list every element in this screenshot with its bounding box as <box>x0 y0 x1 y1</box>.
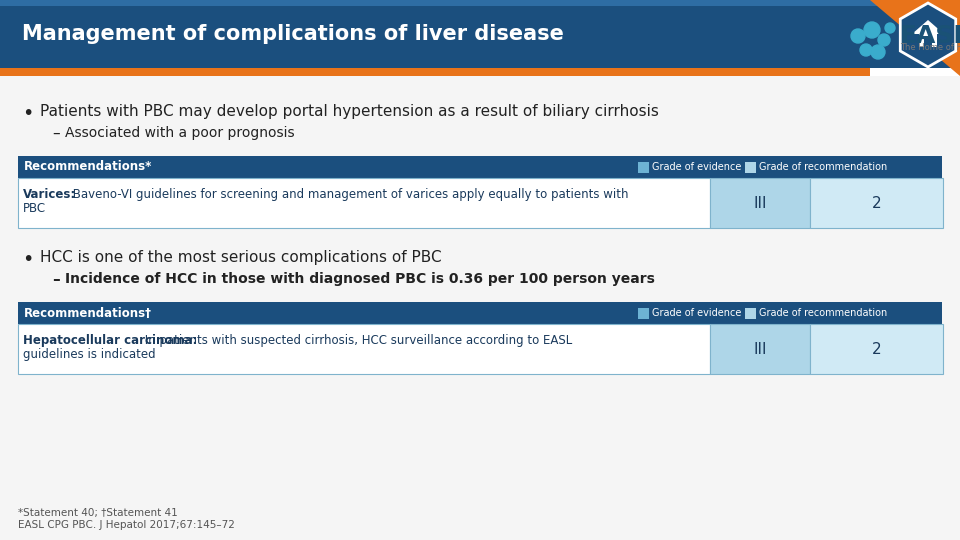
Text: The Home of Hepatology: The Home of Hepatology <box>900 44 960 52</box>
FancyBboxPatch shape <box>810 178 943 228</box>
Text: *Statement 40; †Statement 41: *Statement 40; †Statement 41 <box>18 508 178 518</box>
FancyBboxPatch shape <box>18 178 710 228</box>
Text: Recommendations†: Recommendations† <box>24 307 152 320</box>
FancyBboxPatch shape <box>0 0 960 6</box>
Text: guidelines is indicated: guidelines is indicated <box>23 348 156 361</box>
Text: –: – <box>52 272 60 287</box>
Polygon shape <box>870 0 960 76</box>
Text: Baveno-VI guidelines for screening and management of varices apply equally to pa: Baveno-VI guidelines for screening and m… <box>69 188 629 201</box>
FancyBboxPatch shape <box>0 76 960 540</box>
Text: Varices:: Varices: <box>23 188 76 201</box>
FancyBboxPatch shape <box>810 324 943 374</box>
FancyBboxPatch shape <box>18 324 710 374</box>
Text: Grade of evidence: Grade of evidence <box>652 308 741 318</box>
Circle shape <box>878 34 890 46</box>
Circle shape <box>871 45 885 59</box>
FancyBboxPatch shape <box>745 162 756 173</box>
FancyBboxPatch shape <box>919 34 937 47</box>
Text: III: III <box>754 341 767 356</box>
Text: 2: 2 <box>872 341 881 356</box>
FancyBboxPatch shape <box>18 156 942 178</box>
Text: III: III <box>754 195 767 211</box>
Polygon shape <box>900 3 956 67</box>
Circle shape <box>860 44 872 56</box>
Text: EASL: EASL <box>900 24 960 48</box>
FancyBboxPatch shape <box>638 308 649 319</box>
Text: 2: 2 <box>872 195 881 211</box>
Text: Grade of recommendation: Grade of recommendation <box>759 162 887 172</box>
Text: Incidence of HCC in those with diagnosed PBC is 0.36 per 100 person years: Incidence of HCC in those with diagnosed… <box>65 272 655 286</box>
Circle shape <box>851 29 865 43</box>
Text: EASL CPG PBC. J Hepatol 2017;67:145–72: EASL CPG PBC. J Hepatol 2017;67:145–72 <box>18 520 235 530</box>
Text: –: – <box>52 126 60 141</box>
Text: •: • <box>22 104 34 123</box>
FancyBboxPatch shape <box>638 162 649 173</box>
FancyBboxPatch shape <box>710 178 810 228</box>
Text: Hepatocellular carcinoma:: Hepatocellular carcinoma: <box>23 334 198 347</box>
Text: •: • <box>22 250 34 269</box>
FancyBboxPatch shape <box>18 302 942 324</box>
FancyBboxPatch shape <box>0 0 960 68</box>
Text: In patients with suspected cirrhosis, HCC surveillance according to EASL: In patients with suspected cirrhosis, HC… <box>141 334 572 347</box>
FancyBboxPatch shape <box>0 68 870 76</box>
Circle shape <box>885 23 895 33</box>
Text: Recommendations*: Recommendations* <box>24 160 153 173</box>
Text: HCC is one of the most serious complications of PBC: HCC is one of the most serious complicat… <box>40 250 442 265</box>
Circle shape <box>864 22 880 38</box>
FancyBboxPatch shape <box>710 324 810 374</box>
Text: Grade of evidence: Grade of evidence <box>652 162 741 172</box>
FancyBboxPatch shape <box>745 308 756 319</box>
Text: Associated with a poor prognosis: Associated with a poor prognosis <box>65 126 295 140</box>
Text: Grade of recommendation: Grade of recommendation <box>759 308 887 318</box>
FancyBboxPatch shape <box>924 38 932 47</box>
Polygon shape <box>912 20 944 34</box>
Text: PBC: PBC <box>23 202 46 215</box>
Text: Patients with PBC may develop portal hypertension as a result of biliary cirrhos: Patients with PBC may develop portal hyp… <box>40 104 659 119</box>
Text: Management of complications of liver disease: Management of complications of liver dis… <box>22 24 564 44</box>
